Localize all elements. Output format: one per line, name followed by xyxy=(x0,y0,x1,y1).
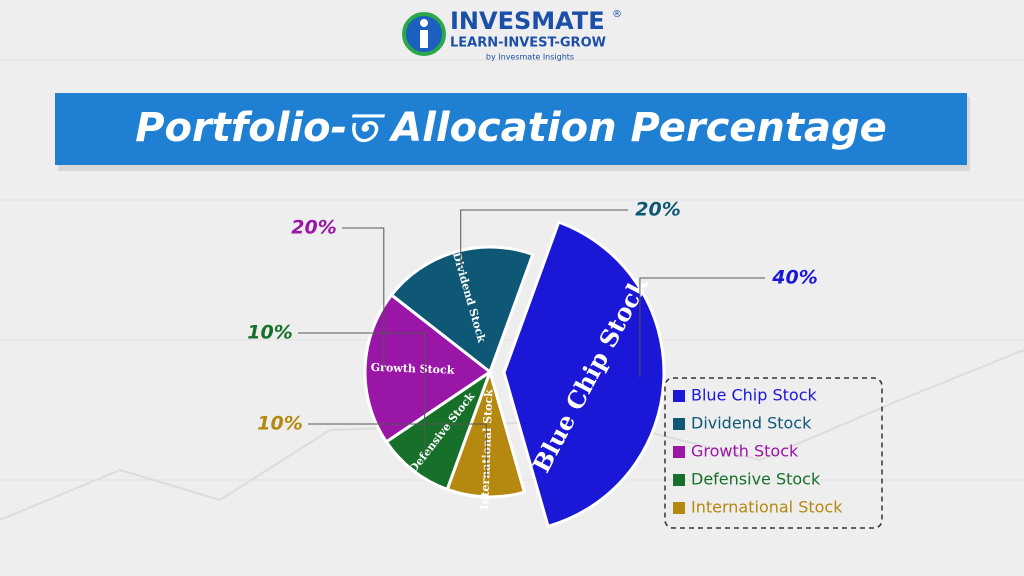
value-label: 40% xyxy=(771,267,817,289)
legend-swatch xyxy=(673,418,685,430)
brand-name: INVESMATE xyxy=(450,7,605,35)
logo: INVESMATE ® LEARN-INVEST-GROW by Invesma… xyxy=(402,7,622,62)
chart-title: Portfolio-ত Allocation Percentage xyxy=(135,105,887,151)
legend-entry: Growth Stock xyxy=(691,442,799,461)
value-label: 20% xyxy=(291,217,336,239)
value-label: 20% xyxy=(635,199,680,221)
leader-line xyxy=(342,227,385,369)
pie-slice xyxy=(502,220,666,529)
value-label: 10% xyxy=(247,322,292,344)
logo-i xyxy=(420,30,428,48)
leader-line xyxy=(298,332,426,456)
brand-tagline: LEARN-INVEST-GROW xyxy=(450,36,606,51)
title-banner xyxy=(55,93,967,165)
legend-swatch xyxy=(673,474,685,486)
brand-mark: ® xyxy=(612,9,622,20)
legend-entry: Defensive Stock xyxy=(691,470,821,489)
legend-box xyxy=(664,377,883,529)
slice-label: Growth Stock xyxy=(371,361,455,377)
leader-line xyxy=(308,423,487,479)
legend-swatch xyxy=(673,390,685,402)
logo-dot xyxy=(420,19,428,27)
leader-line xyxy=(639,277,765,378)
legend-swatch xyxy=(673,502,685,514)
value-label: 10% xyxy=(257,413,302,435)
slice-label: International Stock xyxy=(478,389,495,510)
pie-slice xyxy=(389,245,535,375)
brand-byline: by Invesmate Insights xyxy=(486,53,574,62)
pie-slice xyxy=(384,368,493,492)
legend-entry: Blue Chip Stock xyxy=(691,386,818,405)
legend-swatch xyxy=(673,446,685,458)
legend-entry: Dividend Stock xyxy=(691,414,812,433)
legend-entry: International Stock xyxy=(691,498,843,517)
leader-line xyxy=(460,209,628,270)
